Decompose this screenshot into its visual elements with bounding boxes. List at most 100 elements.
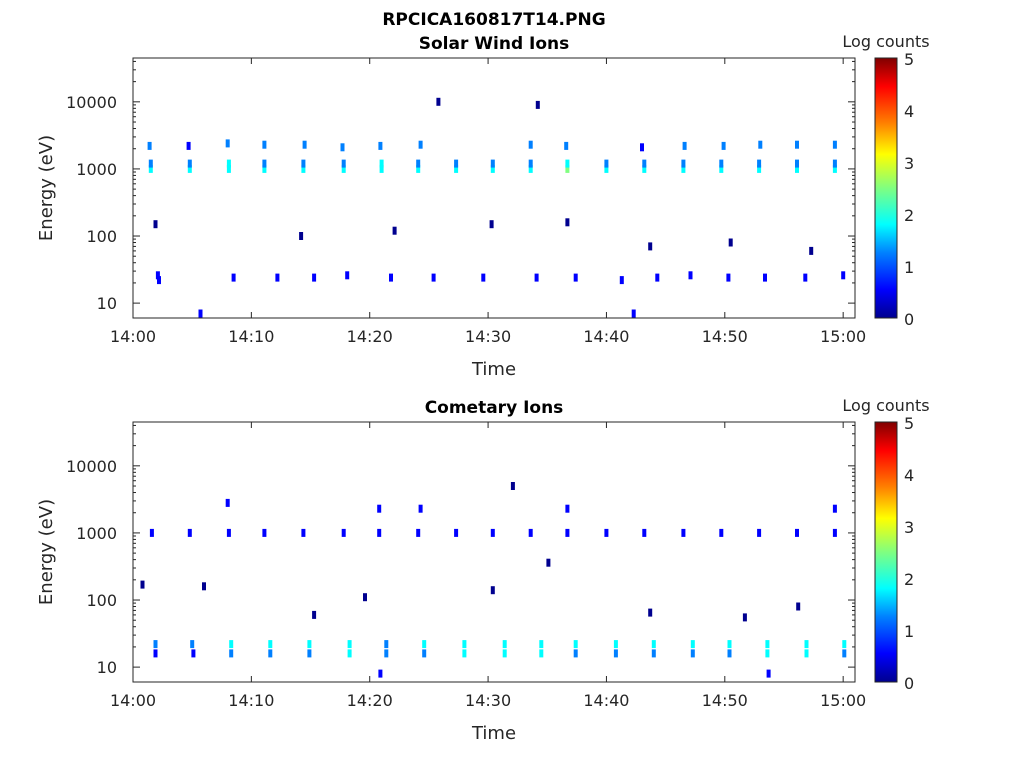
heatmap-cell xyxy=(565,159,570,168)
colorbar-tick: 1 xyxy=(904,622,914,641)
heatmap-cell xyxy=(431,273,436,282)
heatmap-cell xyxy=(573,649,578,658)
heatmap-cell xyxy=(186,141,191,150)
heatmap-cell xyxy=(528,159,533,168)
heatmap-cell xyxy=(345,271,350,280)
heatmap-cell xyxy=(565,504,570,513)
heatmap-cell xyxy=(422,649,427,658)
heatmap-cell xyxy=(389,273,393,282)
heatmap-cell xyxy=(363,593,367,602)
colorbar-tick: 5 xyxy=(904,50,914,69)
heatmap-cell xyxy=(378,141,383,150)
heatmap-cell xyxy=(565,528,570,537)
heatmap-cell xyxy=(832,159,837,168)
heatmap-cell xyxy=(528,164,533,173)
colorbar-solar-wind xyxy=(874,57,898,319)
heatmap-cell xyxy=(681,528,686,537)
heatmap-cell xyxy=(604,528,609,537)
heatmap-cell xyxy=(765,649,770,658)
heatmap-cell xyxy=(721,141,726,150)
heatmap-cell xyxy=(546,558,551,567)
heatmap-cell xyxy=(804,640,809,649)
heatmap-cell xyxy=(299,232,304,240)
heatmap-cell xyxy=(262,528,267,537)
axis-ticks-cometary: 14:00 14:10 14:20 14:30 14:40 14:50 15:00 10 100… xyxy=(66,422,866,710)
heatmap-cell xyxy=(682,141,687,150)
axis-ticks-solar-wind: 14:00 14:10 14:20 14:30 14:40 14:50 15:00 10 100… xyxy=(66,58,866,346)
heatmap-cell xyxy=(528,140,533,149)
x-tick-label: 14:40 xyxy=(583,691,629,710)
x-tick-label: 15:00 xyxy=(820,691,866,710)
heatmap-cell xyxy=(728,238,733,247)
heatmap-cell xyxy=(631,309,636,318)
heatmap-cell xyxy=(341,528,346,537)
heatmap-cell xyxy=(418,140,423,149)
heatmap-cell xyxy=(454,528,459,537)
heatmap-cell xyxy=(377,528,382,537)
heatmap-cell xyxy=(642,159,647,168)
heatmap-cell xyxy=(262,140,267,149)
heatmap-cell xyxy=(340,143,345,152)
heatmap-cell xyxy=(795,164,799,173)
chart-title-solar-wind: Solar Wind Ions xyxy=(419,34,570,54)
heatmap-cell xyxy=(490,528,495,537)
heatmap-cell xyxy=(378,669,383,678)
heatmap-cell xyxy=(153,220,158,229)
ylabel-solar-wind: Energy (eV) xyxy=(36,135,57,241)
y-tick-label: 100 xyxy=(86,591,117,610)
heatmap-cell xyxy=(719,159,724,168)
y-tick-label: 10 xyxy=(97,294,117,313)
y-tick-label: 10000 xyxy=(66,93,117,112)
x-tick-label: 14:20 xyxy=(347,691,393,710)
heatmap-cell xyxy=(187,159,192,168)
xlabel-cometary: Time xyxy=(471,723,516,744)
heatmap-cell xyxy=(766,669,771,678)
colorbar-tick: 0 xyxy=(904,674,914,693)
heatmap-cell xyxy=(312,273,317,282)
heatmap-cell xyxy=(384,649,389,658)
heatmap-cell xyxy=(681,164,686,173)
heatmap-cell xyxy=(379,159,384,168)
heatmap-cell xyxy=(202,582,206,591)
x-tick-label: 15:00 xyxy=(820,327,866,346)
x-tick-label: 14:10 xyxy=(228,691,274,710)
y-tick-label: 1000 xyxy=(76,160,117,179)
heatmap-cell xyxy=(229,649,234,658)
heatmap-cell xyxy=(539,649,544,658)
x-tick-label: 14:50 xyxy=(702,691,748,710)
heatmap-cells-solar-wind xyxy=(147,97,846,318)
heatmap-cell xyxy=(157,276,161,285)
heatmap-cell xyxy=(490,586,495,595)
heatmap-cell xyxy=(301,159,306,168)
heatmap-cell xyxy=(841,271,846,280)
xlabel-solar-wind: Time xyxy=(471,359,516,380)
heatmap-cell xyxy=(379,164,384,173)
heatmap-cell xyxy=(642,164,647,173)
heatmap-cell xyxy=(757,164,762,173)
colorbar-ticks-solar-wind: 0 1 2 3 4 5 xyxy=(904,50,914,329)
heatmap-cell xyxy=(307,649,312,658)
heatmap-cell xyxy=(231,273,236,282)
ylabel-cometary: Energy (eV) xyxy=(36,499,57,605)
y-tick-label: 10 xyxy=(97,658,117,677)
heatmap-cell xyxy=(648,242,653,251)
heatmap-cell xyxy=(422,640,427,649)
y-tick-label: 100 xyxy=(86,227,117,246)
heatmap-cell xyxy=(226,159,231,168)
heatmap-cell xyxy=(640,143,644,152)
colorbar-label-cometary: Log counts xyxy=(842,396,929,415)
heatmap-cell xyxy=(377,504,382,513)
heatmap-cell xyxy=(225,498,230,507)
heatmap-cell xyxy=(153,649,158,658)
heatmap-cell xyxy=(454,159,459,168)
heatmap-cell xyxy=(842,640,847,649)
heatmap-cell xyxy=(832,504,837,513)
heatmap-cell xyxy=(727,640,732,649)
x-tick-label: 14:40 xyxy=(583,327,629,346)
heatmap-cell xyxy=(565,164,570,173)
heatmap-cell xyxy=(307,640,312,649)
heatmap-cell xyxy=(198,309,203,318)
heatmap-cell xyxy=(681,159,686,168)
heatmap-cell xyxy=(573,273,578,282)
